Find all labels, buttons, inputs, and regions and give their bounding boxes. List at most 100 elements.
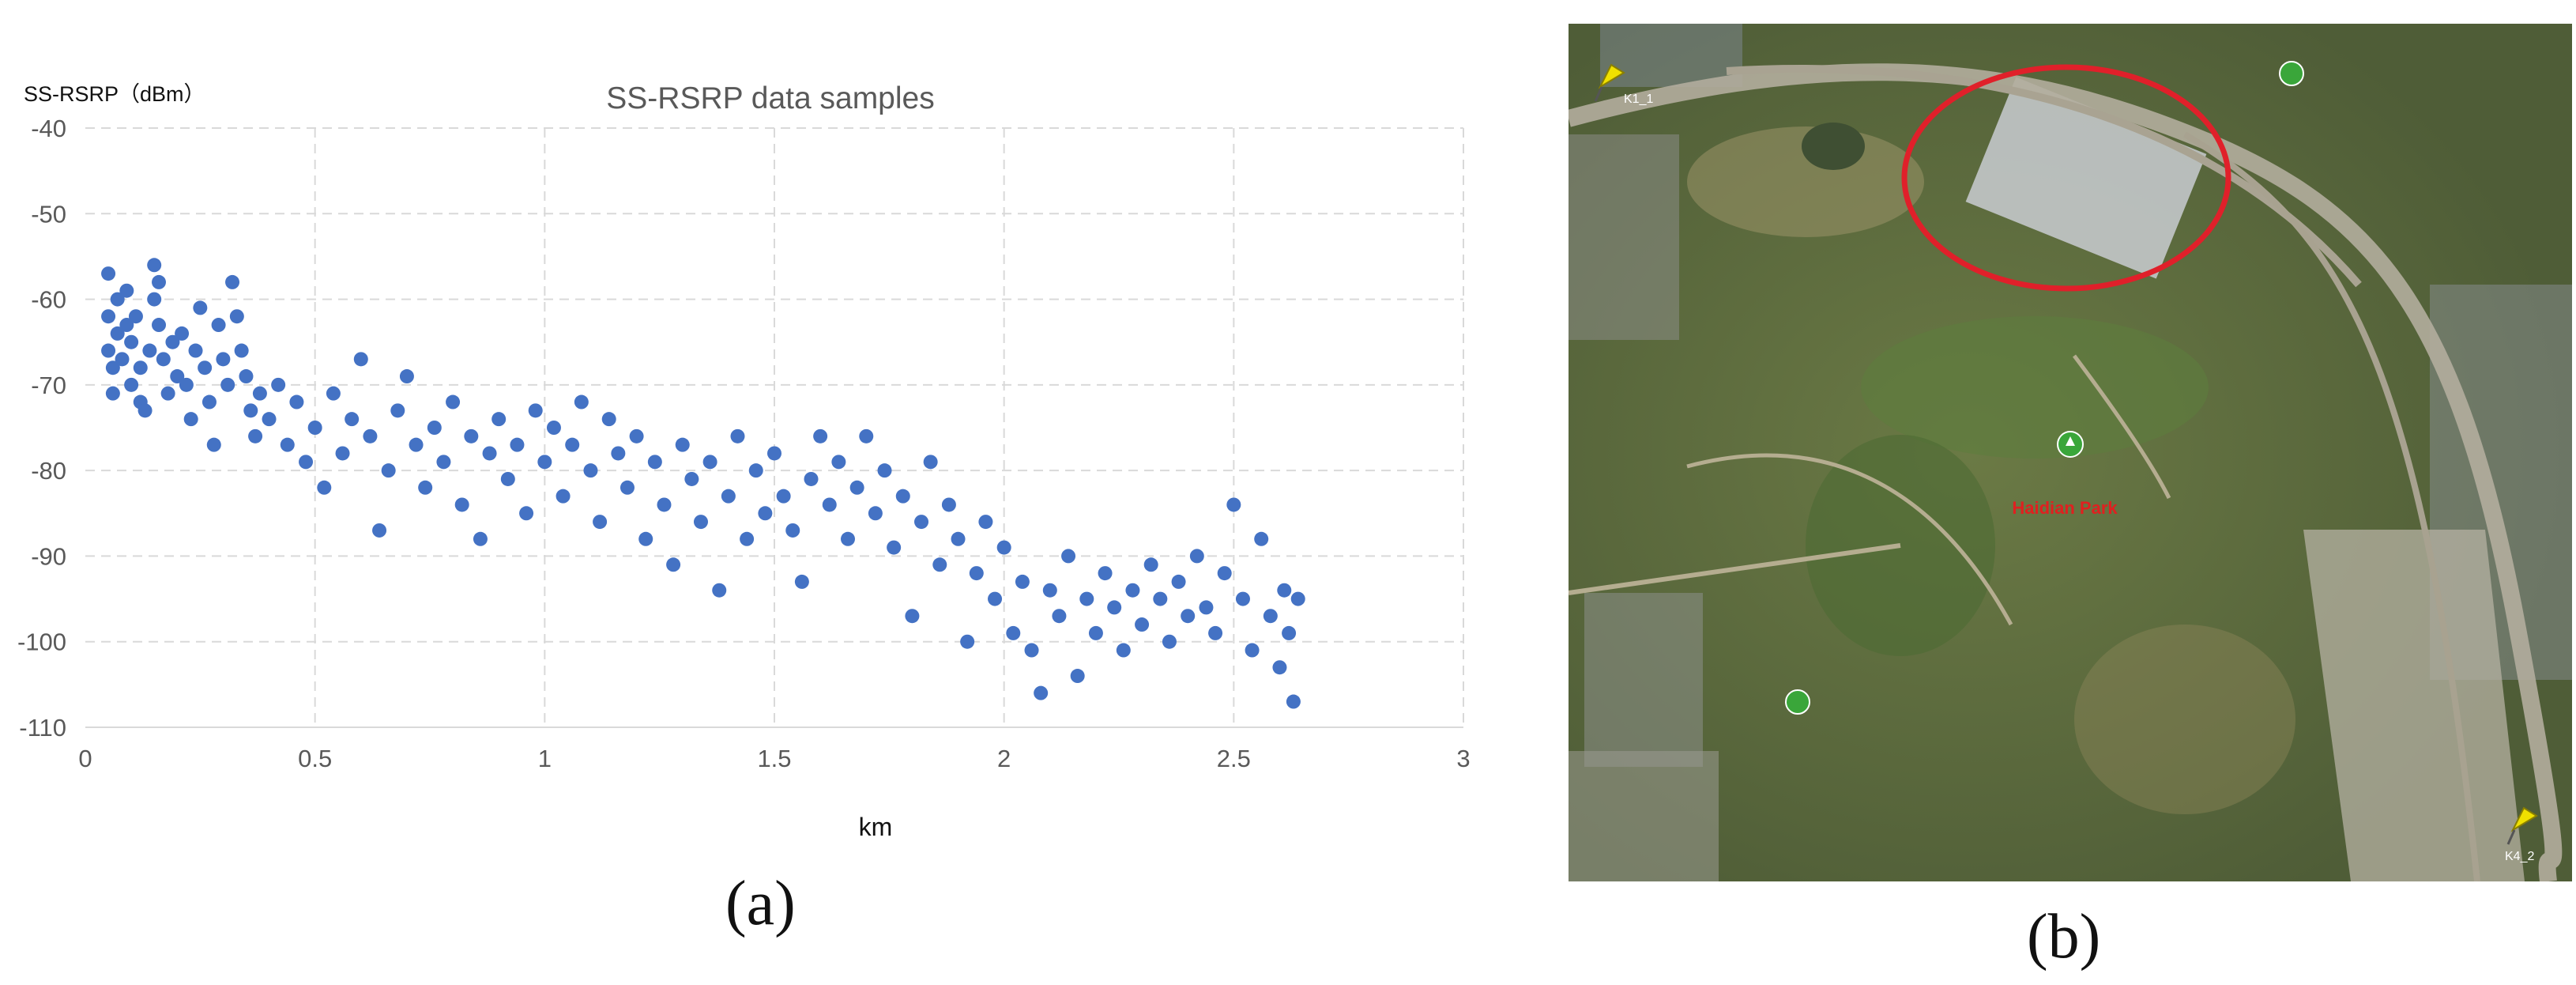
data-point (583, 463, 598, 478)
data-point (693, 515, 708, 530)
panel-label-b: (b) (2027, 902, 2101, 972)
data-point (206, 437, 221, 452)
data-point (119, 318, 134, 333)
data-point (988, 591, 1003, 606)
data-point (960, 634, 975, 649)
data-point (1135, 617, 1150, 632)
data-point (105, 386, 120, 401)
data-point (1070, 669, 1085, 684)
x-axis-label: km (859, 813, 893, 841)
data-point (179, 377, 194, 392)
data-point (537, 455, 552, 470)
data-point (183, 412, 198, 427)
data-point (473, 531, 488, 546)
data-point (565, 437, 580, 452)
data-point (758, 506, 773, 521)
x-tick-labels: 0 0.5 1 1.5 2 2.5 3 (78, 745, 1470, 772)
data-point (399, 369, 414, 384)
y-tick-label: -50 (31, 200, 66, 228)
poi-marker-park-icon (2057, 431, 2084, 458)
data-point (647, 455, 662, 470)
data-point (1290, 591, 1305, 606)
data-point (978, 515, 993, 530)
data-point (684, 471, 699, 486)
highlight-ellipse (1901, 64, 2231, 292)
data-point (133, 360, 148, 376)
data-point (528, 403, 543, 418)
data-point (427, 421, 442, 435)
data-point (115, 352, 130, 367)
data-point (1116, 643, 1131, 658)
data-point (1199, 600, 1214, 615)
data-point (124, 334, 139, 349)
data-point (317, 480, 332, 495)
data-point (101, 343, 116, 358)
data-point (152, 274, 167, 289)
data-point (721, 489, 736, 504)
data-point (849, 480, 864, 495)
data-point (601, 412, 616, 427)
data-point (657, 497, 672, 512)
data-point (611, 446, 626, 461)
x-tick-label: 1 (538, 745, 552, 772)
data-point (1052, 609, 1067, 624)
data-point (436, 455, 451, 470)
data-point (666, 557, 681, 572)
data-point (201, 394, 217, 409)
data-point (128, 309, 143, 324)
data-point (147, 258, 162, 273)
data-point (941, 497, 956, 512)
satellite-map: K1_1 K4_2 Haidian Park (1569, 24, 2572, 881)
x-tick-label: 0.5 (298, 745, 332, 772)
data-point (1024, 643, 1039, 658)
data-point (638, 531, 653, 546)
y-tick-label: -70 (31, 372, 66, 399)
data-point (252, 386, 267, 401)
data-point (510, 437, 525, 452)
data-point (239, 369, 254, 384)
data-point (101, 309, 116, 324)
data-point (381, 463, 396, 478)
y-tick-label: -80 (31, 457, 66, 485)
x-tick-label: 2 (997, 745, 1011, 772)
data-point (198, 360, 213, 376)
data-point (675, 437, 690, 452)
data-point (152, 318, 167, 333)
data-point (372, 523, 387, 538)
pin-k1-1: K1_1 (1594, 63, 1653, 106)
data-point (1245, 643, 1260, 658)
x-tick-label: 0 (78, 745, 92, 772)
data-point (119, 283, 134, 298)
data-point (137, 403, 153, 418)
data-point (519, 506, 534, 521)
rsrp-scatter-chart: -40 -50 -60 -70 -80 -90 -100 -110 0 0.5 1 1.5 2 2.5 3… (17, 81, 1471, 841)
data-point (170, 369, 185, 384)
data-point (234, 343, 249, 358)
data-point (482, 446, 497, 461)
pin-label-k4-2: K4_2 (2505, 850, 2534, 863)
data-point (1217, 566, 1232, 581)
pin-k4-2: K4_2 (2505, 806, 2538, 863)
data-point (748, 463, 763, 478)
data-point (877, 463, 892, 478)
data-point (593, 515, 608, 530)
data-points (101, 258, 1305, 709)
poi-marker-top-icon (2279, 61, 2304, 86)
y-tick-label: -60 (31, 286, 66, 314)
data-point (1006, 625, 1021, 640)
data-point (216, 352, 231, 367)
data-point (712, 583, 727, 598)
y-tick-label: -100 (17, 628, 66, 656)
data-point (229, 309, 244, 324)
data-point (887, 540, 902, 555)
data-point (969, 566, 984, 581)
data-point (813, 428, 828, 443)
poi-marker-bottom-icon (1785, 689, 1810, 715)
data-point (307, 421, 322, 435)
data-point (225, 274, 240, 289)
data-point (822, 497, 837, 512)
data-point (1098, 566, 1113, 581)
data-point (271, 377, 286, 392)
data-point (555, 489, 571, 504)
y-axis-label: SS-RSRP（dBm） (24, 82, 205, 106)
